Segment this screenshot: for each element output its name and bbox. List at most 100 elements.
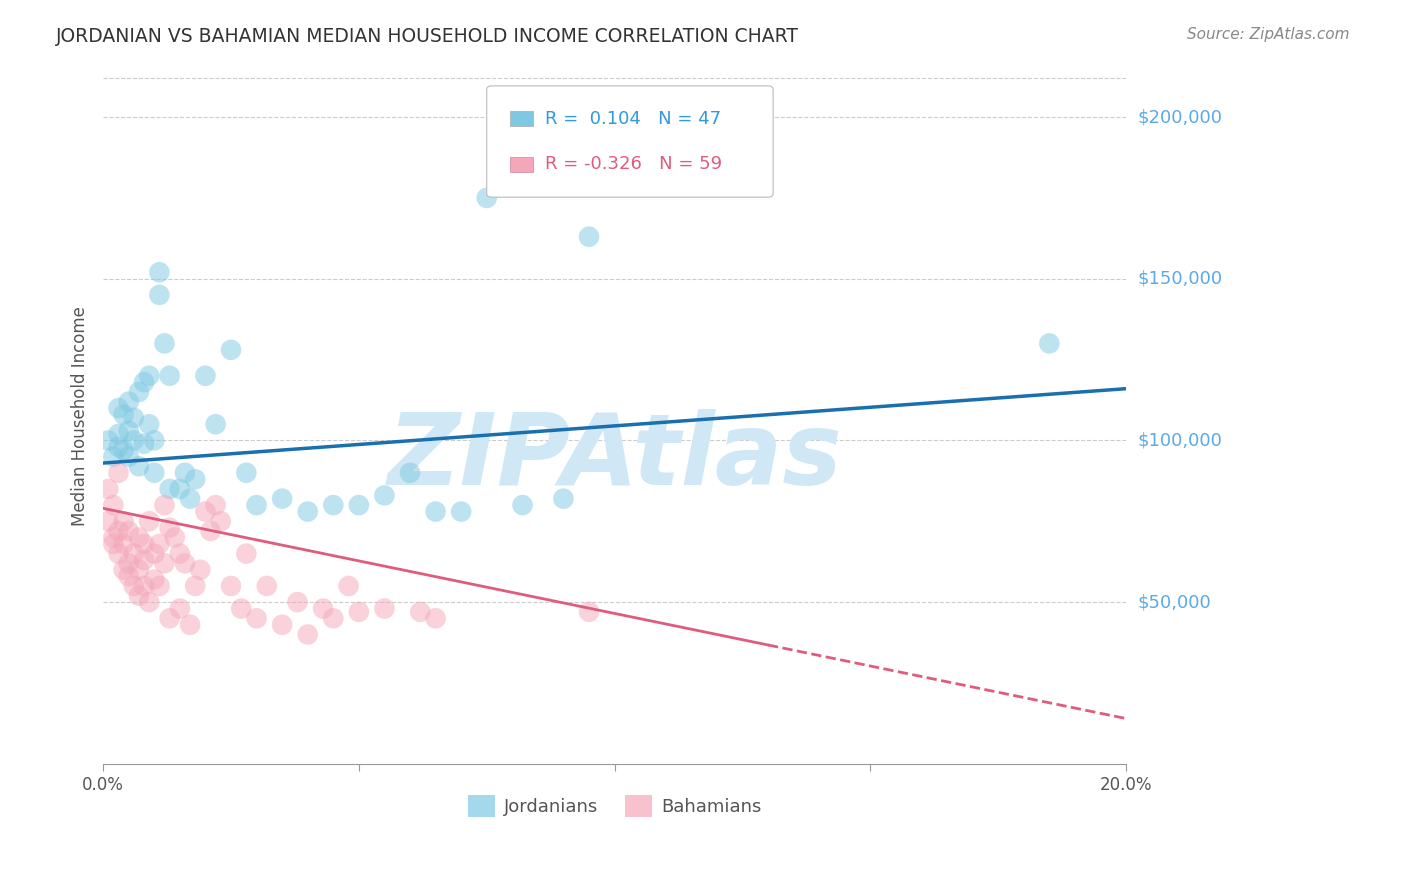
Point — [118, 557, 141, 571]
Point — [553, 491, 575, 506]
Point — [271, 491, 294, 506]
Point — [128, 589, 150, 603]
Text: $200,000: $200,000 — [1137, 108, 1222, 126]
Point — [475, 191, 498, 205]
Point — [153, 498, 176, 512]
Point — [148, 537, 170, 551]
Point — [179, 491, 201, 506]
Point — [118, 450, 141, 464]
Point — [103, 498, 125, 512]
Point — [138, 417, 160, 432]
Point — [399, 466, 422, 480]
Point — [107, 427, 129, 442]
Point — [425, 505, 447, 519]
Point — [122, 547, 145, 561]
Point — [112, 443, 135, 458]
Text: $100,000: $100,000 — [1137, 432, 1222, 450]
Point — [122, 410, 145, 425]
Point — [138, 368, 160, 383]
Point — [174, 557, 197, 571]
Point — [322, 611, 344, 625]
Point — [132, 436, 155, 450]
Point — [188, 563, 211, 577]
Point — [322, 498, 344, 512]
Point — [112, 563, 135, 577]
Point — [409, 605, 432, 619]
Bar — [510, 111, 533, 127]
Point — [138, 514, 160, 528]
Point — [148, 288, 170, 302]
Point — [159, 611, 181, 625]
Point — [209, 514, 232, 528]
Point — [97, 482, 120, 496]
Point — [143, 466, 166, 480]
Point — [245, 611, 267, 625]
Point — [122, 434, 145, 448]
Point — [112, 514, 135, 528]
Point — [143, 434, 166, 448]
Point — [107, 440, 129, 454]
Point — [235, 547, 257, 561]
Point — [450, 505, 472, 519]
Text: ZIPAtlas: ZIPAtlas — [387, 409, 842, 507]
Point — [219, 343, 242, 357]
Point — [128, 459, 150, 474]
Point — [132, 375, 155, 389]
Point — [287, 595, 309, 609]
Point — [118, 424, 141, 438]
Point — [148, 265, 170, 279]
Point — [132, 553, 155, 567]
Text: R =  0.104   N = 47: R = 0.104 N = 47 — [546, 110, 721, 128]
Point — [174, 466, 197, 480]
Y-axis label: Median Household Income: Median Household Income — [72, 306, 89, 526]
Point — [118, 569, 141, 583]
Point — [578, 605, 600, 619]
Text: JORDANIAN VS BAHAMIAN MEDIAN HOUSEHOLD INCOME CORRELATION CHART: JORDANIAN VS BAHAMIAN MEDIAN HOUSEHOLD I… — [56, 27, 799, 45]
Point — [179, 617, 201, 632]
Point — [219, 579, 242, 593]
Point — [512, 498, 534, 512]
Point — [107, 401, 129, 415]
Point — [107, 466, 129, 480]
Point — [143, 573, 166, 587]
Point — [312, 601, 335, 615]
Text: $50,000: $50,000 — [1137, 593, 1211, 611]
Point — [128, 531, 150, 545]
Point — [1038, 336, 1060, 351]
Point — [169, 601, 191, 615]
Point — [184, 579, 207, 593]
Point — [373, 488, 395, 502]
Point — [97, 514, 120, 528]
Point — [103, 450, 125, 464]
Point — [159, 482, 181, 496]
Point — [107, 547, 129, 561]
Point — [235, 466, 257, 480]
Point — [159, 521, 181, 535]
Point — [138, 595, 160, 609]
Point — [153, 336, 176, 351]
Text: R = -0.326   N = 59: R = -0.326 N = 59 — [546, 155, 723, 173]
Point — [128, 563, 150, 577]
Point — [200, 524, 222, 538]
Legend: Jordanians, Bahamians: Jordanians, Bahamians — [460, 788, 769, 824]
Point — [297, 627, 319, 641]
Point — [337, 579, 360, 593]
Point — [163, 531, 186, 545]
Point — [118, 524, 141, 538]
Point — [112, 537, 135, 551]
Point — [169, 482, 191, 496]
FancyBboxPatch shape — [486, 86, 773, 197]
Point — [256, 579, 278, 593]
Point — [373, 601, 395, 615]
Point — [245, 498, 267, 512]
Point — [169, 547, 191, 561]
Point — [204, 498, 226, 512]
Point — [297, 505, 319, 519]
Point — [159, 368, 181, 383]
Point — [153, 557, 176, 571]
Point — [97, 434, 120, 448]
Point — [103, 531, 125, 545]
Point — [112, 408, 135, 422]
Point — [143, 547, 166, 561]
Bar — [510, 157, 533, 172]
